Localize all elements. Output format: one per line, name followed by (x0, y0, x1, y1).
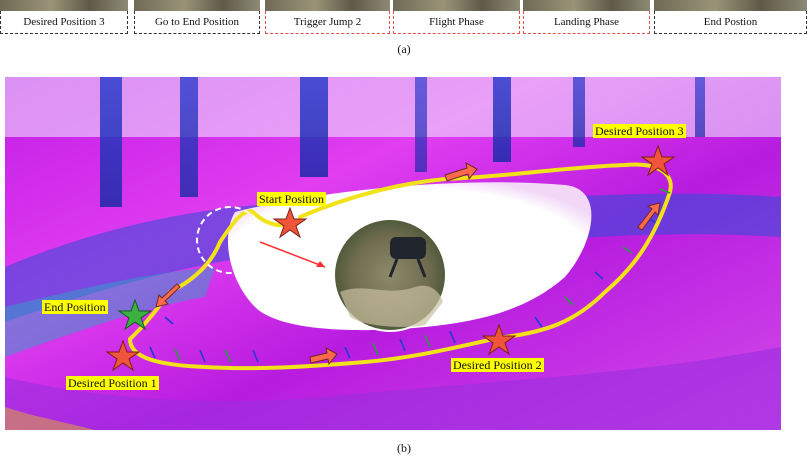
tree-trunk (180, 77, 198, 197)
end-position-label: End Position (42, 300, 108, 314)
inset-rock (340, 285, 443, 327)
panel-thumbnail (134, 0, 260, 11)
ground-band-teal (5, 267, 215, 357)
desired-position-1-label: Desired Position 1 (66, 376, 159, 390)
panel-desired-position-3: Desired Position 3 (0, 0, 128, 34)
panel-caption: Flight Phase (393, 11, 520, 34)
callout-arrowhead (316, 261, 325, 267)
panel-landing-phase: Landing Phase (523, 0, 650, 34)
desired-position-1-star-icon (105, 339, 141, 372)
callout-line (259, 241, 326, 268)
tree-trunk (573, 77, 585, 147)
ground-patch-orange (5, 407, 95, 430)
tree-trunk (100, 77, 122, 207)
inset-robot-leg (388, 258, 399, 278)
tree-trunk (415, 77, 427, 172)
point-cloud-figure: Start Position Desired Position 3 Desire… (5, 77, 781, 430)
subfigure-label-a: (a) (397, 42, 411, 56)
robot-trajectory (127, 162, 673, 371)
tree-trunk (300, 77, 328, 177)
start-position-label: Start Position (257, 192, 327, 206)
arrow-icon (309, 347, 338, 366)
arrow-icon (155, 283, 181, 308)
panel-thumbnail (393, 0, 520, 11)
ground-foreground (5, 347, 781, 430)
tree-trunk (695, 77, 705, 137)
panel-go-to-end: Go to End Position (134, 0, 260, 34)
panel-flight-phase: Flight Phase (393, 0, 520, 34)
panel-caption: Trigger Jump 2 (265, 11, 390, 34)
arrow-icon (637, 202, 661, 231)
inset-robot-leg (416, 258, 427, 278)
direction-arrows (155, 162, 661, 366)
panel-thumbnail (0, 0, 128, 11)
panel-thumbnail (265, 0, 390, 11)
arrow-icon (444, 162, 478, 182)
panel-caption: Landing Phase (523, 11, 650, 34)
phase-strip: Desired Position 3 Go to End Position Tr… (0, 0, 808, 34)
tree-trunk (493, 77, 511, 162)
inset-robot-body (390, 237, 426, 259)
desired-position-2-label: Desired Position 2 (451, 358, 544, 372)
panel-caption: End Postion (654, 11, 807, 34)
panel-thumbnail (523, 0, 650, 11)
desired-position-3-label: Desired Position 3 (593, 124, 686, 138)
panel-caption: Desired Position 3 (0, 11, 128, 34)
desired-position-2-star-icon (481, 323, 517, 356)
jump-highlight-circle (196, 206, 264, 274)
panel-caption: Go to End Position (134, 11, 260, 34)
panel-end-position: End Postion (654, 0, 807, 34)
footstep-markers (149, 188, 671, 363)
subfigure-label-b: (b) (397, 441, 411, 455)
desired-position-3-star-icon (640, 144, 676, 177)
end-position-star-icon (117, 298, 153, 331)
panel-thumbnail (654, 0, 807, 11)
panel-trigger-jump-2: Trigger Jump 2 (265, 0, 390, 34)
start-position-star-icon (272, 206, 308, 239)
